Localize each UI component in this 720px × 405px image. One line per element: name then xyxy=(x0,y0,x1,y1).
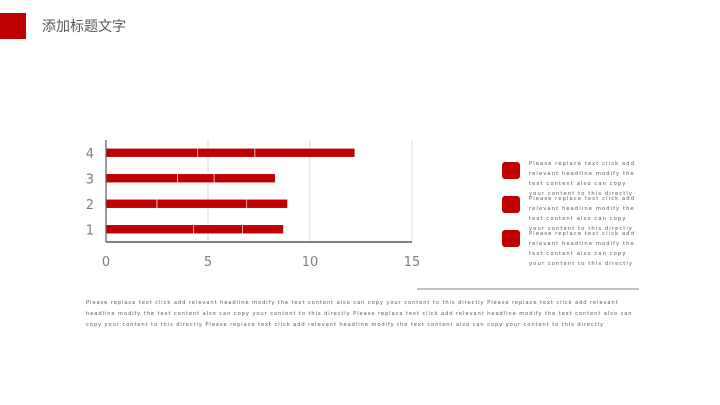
bar-3-seg-2 xyxy=(177,173,215,184)
bar-1-seg-1 xyxy=(105,224,195,235)
bullet-marker-2 xyxy=(502,196,520,213)
chart-bars xyxy=(105,147,356,235)
x-tick-label-2: 10 xyxy=(302,255,319,270)
x-tick-label-0: 0 xyxy=(102,255,110,270)
bar-1-seg-3 xyxy=(242,224,284,235)
bar-4-seg-3 xyxy=(254,147,356,158)
bar-2-seg-1 xyxy=(105,198,158,209)
bar-2-seg-3 xyxy=(246,198,288,209)
bar-3-seg-1 xyxy=(105,173,178,184)
divider-line xyxy=(417,288,639,290)
bullet-marker-3 xyxy=(502,230,520,247)
body-paragraph: Please replace text click add relevant h… xyxy=(86,300,633,328)
y-tick-label-3: 3 xyxy=(86,172,94,187)
title-accent-block xyxy=(0,13,26,39)
x-tick-label-3: 15 xyxy=(404,255,421,270)
x-tick-label-1: 5 xyxy=(204,255,212,270)
bullet-text-3: Please replace text click add relevant h… xyxy=(529,231,636,267)
chart-tick-labels: 1 2 3 4 0 5 10 15 xyxy=(86,147,421,270)
bar-3-seg-3 xyxy=(213,173,276,184)
y-tick-label-2: 2 xyxy=(86,198,94,213)
bar-2-seg-2 xyxy=(156,198,248,209)
bar-4-seg-1 xyxy=(105,147,199,158)
bar-4-seg-2 xyxy=(197,147,256,158)
bar-1-seg-2 xyxy=(193,224,243,235)
chart-axes xyxy=(105,140,412,243)
bullet-text-2: Please replace text click add relevant h… xyxy=(529,196,636,232)
y-tick-label-4: 4 xyxy=(86,147,94,162)
y-tick-label-1: 1 xyxy=(86,223,94,238)
slide-title: 添加标题文字 xyxy=(42,19,126,35)
bullet-text-1: Please replace text click add relevant h… xyxy=(529,161,636,197)
bullet-marker-1 xyxy=(502,162,520,179)
